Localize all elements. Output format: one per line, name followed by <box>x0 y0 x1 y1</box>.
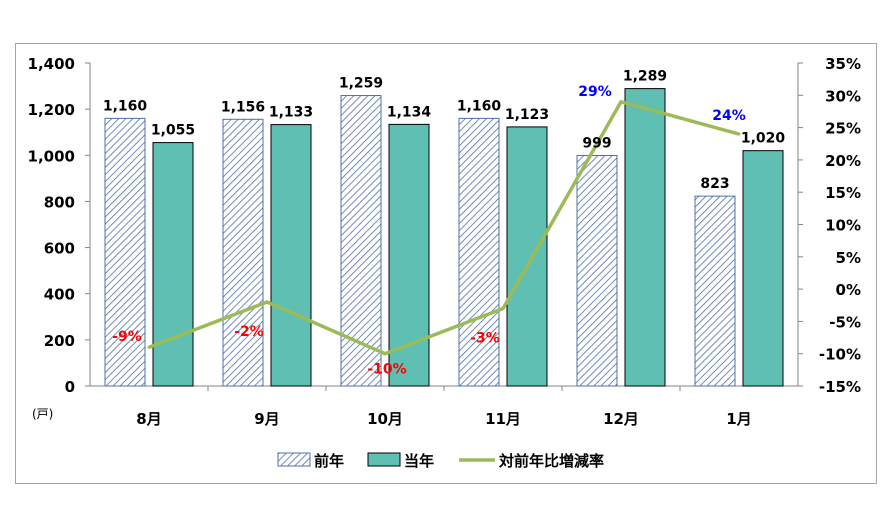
data-label-previous-year: 1,259 <box>339 76 383 92</box>
data-label-current-year: 1,289 <box>623 69 667 85</box>
data-label-previous-year: 1,160 <box>457 98 502 114</box>
chart-svg: 0 200 400 600 800 1,000 1,200 1,400 (戸) -15% -10% -… <box>28 55 861 470</box>
legend-label-rate: 対前年比増減率 <box>498 452 604 470</box>
x-tick-label: 8月 <box>136 410 161 428</box>
line-layer <box>147 100 741 356</box>
rate-point <box>737 132 741 136</box>
bar-previous-year <box>694 195 736 387</box>
rate-point <box>383 352 387 356</box>
left-tick-label: 0 <box>65 378 75 396</box>
left-tick-label: 1,000 <box>28 147 75 165</box>
right-tick-label: 20% <box>825 152 861 170</box>
legend-swatch-current-year <box>367 452 401 467</box>
left-tick-label: 400 <box>44 286 75 304</box>
data-label-current-year: 1,020 <box>741 131 786 147</box>
left-axis-unit: (戸) <box>32 407 53 421</box>
right-tick-label: -15% <box>819 378 861 396</box>
x-tick-label: 1月 <box>726 410 751 428</box>
data-label-rate: -3% <box>470 330 500 346</box>
right-tick-label: -10% <box>819 346 861 364</box>
left-tick-label: 600 <box>44 240 75 258</box>
bar-previous-year <box>458 117 500 387</box>
rate-point <box>147 345 151 349</box>
data-label-rate: 24% <box>712 108 746 124</box>
legend-swatch-previous-year <box>277 452 311 467</box>
data-label-previous-year: 999 <box>582 136 611 152</box>
x-tick-label: 12月 <box>603 410 639 428</box>
left-tick-label: 1,200 <box>28 101 75 119</box>
chart-frame: 0 200 400 600 800 1,000 1,200 1,400 (戸) -15% -10% -… <box>15 43 877 484</box>
rate-line-series <box>148 100 740 356</box>
x-tick-label: 9月 <box>254 410 279 428</box>
data-label-current-year: 1,133 <box>269 105 313 121</box>
bar-previous-year <box>104 117 146 387</box>
bar-current-year <box>152 142 194 387</box>
right-tick-label: 35% <box>825 55 861 73</box>
data-label-previous-year: 823 <box>700 176 729 192</box>
bar-previous-year <box>576 155 618 387</box>
data-label-rate: -2% <box>234 324 264 340</box>
left-tick-label: 1,400 <box>28 55 75 73</box>
right-tick-label: 15% <box>825 184 861 202</box>
rate-point <box>501 306 505 310</box>
axes-layer: 0 200 400 600 800 1,000 1,200 1,400 (戸) -15% -10% -… <box>28 55 861 428</box>
legend-label-current-year: 当年 <box>404 452 434 470</box>
left-tick-label: 800 <box>44 193 75 211</box>
data-label-current-year: 1,055 <box>151 123 195 139</box>
right-tick-label: 0% <box>836 281 861 299</box>
right-tick-label: 5% <box>836 249 861 267</box>
legend-label-previous-year: 前年 <box>314 452 344 470</box>
rate-point <box>619 100 623 104</box>
x-tick-label: 11月 <box>485 410 521 428</box>
left-tick-label: 200 <box>44 332 75 350</box>
data-label-rate: -10% <box>367 362 406 378</box>
bar-current-year <box>506 126 548 387</box>
right-tick-label: 10% <box>825 217 861 235</box>
bar-current-year <box>742 150 784 387</box>
right-tick-label: -5% <box>829 313 861 331</box>
bars-layer <box>104 88 784 387</box>
x-tick-label: 10月 <box>367 410 403 428</box>
rate-point <box>265 300 269 304</box>
right-tick-label: 30% <box>825 87 861 105</box>
legend: 前年 当年 対前年比増減率 <box>277 452 604 470</box>
bar-current-year <box>270 124 312 387</box>
bar-current-year <box>624 88 666 387</box>
data-label-previous-year: 1,156 <box>221 99 265 115</box>
data-label-previous-year: 1,160 <box>103 98 148 114</box>
data-label-current-year: 1,134 <box>387 104 432 120</box>
data-label-current-year: 1,123 <box>505 107 549 123</box>
bar-previous-year <box>222 118 264 387</box>
right-tick-label: 25% <box>825 120 861 138</box>
data-label-rate: -9% <box>112 329 142 345</box>
data-label-rate: 29% <box>578 84 612 100</box>
bar-current-year <box>388 123 430 387</box>
